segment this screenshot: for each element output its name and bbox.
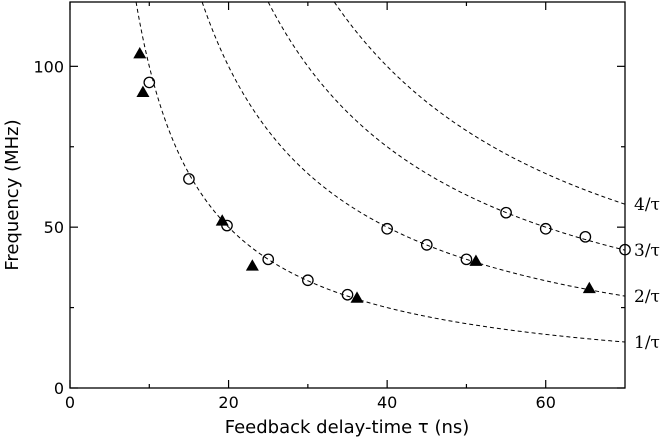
plot-area (69, 1, 626, 389)
open-circle-point (539, 222, 552, 235)
curve-4-over-tau (333, 1, 626, 205)
curve-labels-layer: 1/τ 2/τ 3/τ 4/τ (634, 195, 660, 353)
open-circle-point (341, 288, 354, 301)
curve-1-over-tau (135, 1, 626, 343)
filled-triangle-point (582, 281, 596, 294)
y-tick-label: 0 (54, 379, 64, 398)
x-tick-label: 40 (377, 393, 397, 412)
curve-3-over-tau (267, 1, 626, 251)
x-axis-label: Feedback delay-time τ (ns) (225, 417, 470, 438)
filled-triangle-point (136, 85, 150, 97)
open-circle-point (183, 173, 195, 185)
x-tick-label: 0 (65, 393, 75, 412)
open-circle-point (302, 274, 314, 287)
curve-2-over-tau (201, 1, 626, 297)
open-circle-point (262, 253, 275, 266)
y-axis-label: Frequency (MHz) (2, 119, 23, 270)
filled-triangle-point (133, 46, 147, 59)
y-tick-label: 50 (44, 218, 64, 237)
points-layer (133, 46, 631, 303)
filled-triangle-point (215, 214, 229, 226)
open-circle-point (381, 222, 393, 235)
curve-label-3: 3/τ (634, 241, 660, 261)
curve-label-1: 1/τ (634, 333, 660, 353)
open-circle-point (143, 76, 156, 89)
x-tick-label: 20 (218, 393, 238, 412)
filled-triangle-point (245, 259, 259, 271)
y-tick-label: 100 (33, 57, 64, 76)
open-circle-point (420, 239, 433, 251)
open-circle-point (460, 253, 473, 266)
open-circle-point (500, 206, 512, 219)
curve-label-4: 4/τ (634, 195, 660, 215)
curve-label-2: 2/τ (634, 287, 660, 307)
filled-triangle-point (469, 254, 483, 266)
curves-layer (135, 1, 626, 343)
x-tick-label: 60 (536, 393, 556, 412)
open-circle-point (619, 243, 631, 256)
plot-frame (69, 1, 626, 389)
ticks-layer: 0 20 40 60 0 50 100 (33, 2, 625, 412)
filled-triangle-point (350, 291, 364, 303)
open-circle-point (579, 230, 592, 243)
